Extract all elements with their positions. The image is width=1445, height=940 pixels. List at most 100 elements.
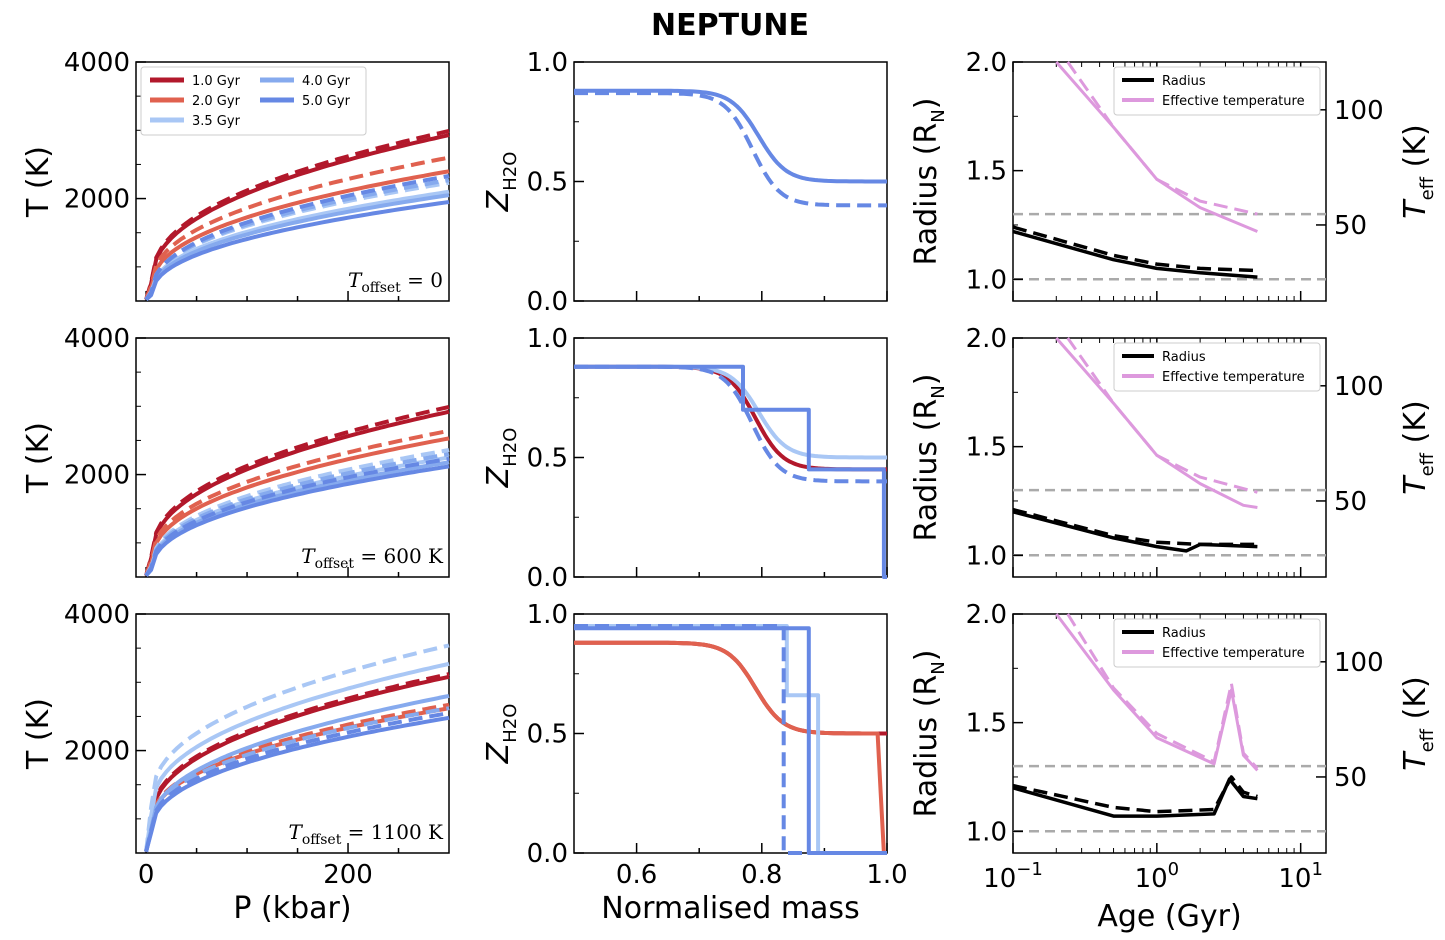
tp-curve-1-0-Gyr-dashed [144, 405, 450, 577]
y-tick-label: 0.0 [527, 563, 568, 593]
x-axis-label-age: Age (Gyr) [1097, 899, 1241, 934]
offset-annotation: Toffset = 1100 K [289, 820, 445, 848]
figure-title: NEPTUNE [651, 8, 809, 43]
y-axis-label: Radius (RN) [909, 650, 949, 818]
y2-axis-label: Teff (K) [1398, 400, 1438, 494]
y-tick-label: 4000 [64, 600, 130, 630]
y-tick-label: 4000 [64, 324, 130, 354]
y-tick-label: 2000 [64, 185, 130, 215]
y2-tick-label: 100 [1334, 372, 1384, 402]
y-tick-label: 1.0 [527, 600, 568, 630]
y-tick-label: 1.5 [966, 433, 1007, 463]
panel-grid: 2000 4000 T (K) Toffset = 0 1.0 Gyr 2.0 Gyr 3.… [21, 48, 1438, 934]
y-tick-label: 2.0 [966, 324, 1007, 354]
tp-curve-4-0-Gyr-solid [144, 193, 450, 301]
tp-curve-5-0-Gyr-dashed [144, 711, 450, 853]
y-tick-label: 2000 [64, 737, 130, 767]
z-curve-5-0-Gyr-solid-3 [574, 626, 887, 855]
z-curve-2-0-Gyr-solid-1 [574, 640, 887, 855]
x-tick-label: 100 [1135, 859, 1180, 894]
y-tick-label: 0.5 [527, 444, 568, 474]
y2-axis-label: Teff (K) [1398, 676, 1438, 770]
tp-panel-3: 2000 4000 0 200 T (K) Toffset = 1100 K [21, 600, 450, 890]
y2-tick-label: 100 [1334, 648, 1384, 678]
tp-curve-4-0-Gyr-solid [144, 460, 450, 577]
legend-label: 3.5 Gyr [192, 114, 241, 129]
z-curve-5-0-Gyr-solid-0 [574, 88, 887, 184]
legend-label: Radius [1162, 350, 1206, 365]
y-axis-label: T (K) [21, 422, 56, 494]
teff-dashed-curve [1066, 337, 1258, 494]
evo-frame [1012, 613, 1327, 854]
y-tick-label: 2.0 [966, 600, 1007, 630]
evo-panel-3: 1.0 1.5 2.0 100 50 10−1 100 101 Radius Effective … [909, 600, 1438, 894]
y-tick-label: 2000 [64, 461, 130, 491]
z-curve-5-0-Gyr-solid-2 [574, 364, 887, 579]
y-tick-label: 0.5 [527, 720, 568, 750]
y2-tick-label: 50 [1334, 763, 1367, 793]
y-tick-label: 1.0 [527, 48, 568, 78]
age-legend: 1.0 Gyr 2.0 Gyr 3.5 Gyr 4.0 Gyr 5.0 Gyr [140, 66, 367, 136]
evo-legend: Radius Effective temperature [1113, 342, 1321, 392]
tp-curve-2-0-Gyr-solid [144, 706, 450, 853]
x-tick-label: 10−1 [983, 859, 1043, 894]
legend-label: Radius [1162, 626, 1206, 641]
z-panel-1: 0.0 0.5 1.0 ZH2O [481, 48, 888, 317]
tp-curve-4-0-Gyr-solid [144, 693, 450, 853]
legend-label: Effective temperature [1162, 646, 1305, 661]
y-axis-label: Radius (RN) [909, 374, 949, 542]
tp-panel-2: 2000 4000 T (K) Toffset = 600 K [21, 324, 450, 578]
legend-label: Effective temperature [1162, 370, 1305, 385]
z-curve-5-0-Gyr-dashed-1 [574, 91, 887, 208]
legend-label: Effective temperature [1162, 94, 1305, 109]
x-axis-label-mass: Normalised mass [601, 891, 859, 926]
x-tick-label: 0 [138, 860, 155, 890]
radius-solid-curve [1012, 777, 1258, 818]
evo-legend: Radius Effective temperature [1113, 618, 1321, 668]
tp-curve-3-5-Gyr-solid [144, 189, 450, 301]
y-axis-label: ZH2O [481, 704, 521, 765]
z-curve-3-5-Gyr-solid-2 [574, 624, 887, 855]
evo-panel-2: 1.0 1.5 2.0 100 50 Radius Effective temperatur… [909, 324, 1438, 578]
y-axis-label: ZH2O [481, 428, 521, 489]
legend-box [1113, 618, 1321, 668]
tp-curve-3-5-Gyr-dashed [144, 643, 450, 852]
tp-curve-5-0-Gyr-solid [144, 715, 450, 853]
legend-label: 2.0 Gyr [192, 94, 241, 109]
y-axis-label: T (K) [21, 698, 56, 770]
y-axis-label: ZH2O [481, 152, 521, 213]
tp-curve-1-0-Gyr-solid [144, 409, 450, 577]
y2-axis-label: Teff (K) [1398, 124, 1438, 218]
y-tick-label: 1.5 [966, 709, 1007, 739]
evo-frame [1012, 337, 1327, 578]
y-tick-label: 0.5 [527, 168, 568, 198]
tp-curve-3-5-Gyr-solid [144, 661, 450, 852]
offset-annotation: Toffset = 0 [348, 268, 443, 296]
legend-box [140, 66, 367, 136]
x-tick-label: 101 [1278, 859, 1323, 894]
z-curve-5-0-Gyr-dashed-4 [574, 624, 887, 855]
tp-curve-5-0-Gyr-solid [144, 464, 450, 577]
tp-curve-2-0-Gyr-solid [144, 436, 450, 577]
legend-label: 1.0 Gyr [192, 74, 241, 89]
y-tick-label: 1.0 [966, 817, 1007, 847]
tp-curve-1-0-Gyr-solid [144, 133, 450, 301]
y-tick-label: 0.0 [527, 287, 568, 317]
legend-label: Radius [1162, 74, 1206, 89]
z-curve-1-0-Gyr-solid-0 [574, 364, 887, 472]
legend-box [1113, 66, 1321, 116]
y-tick-label: 1.0 [966, 265, 1007, 295]
tp-panel-1: 2000 4000 T (K) Toffset = 0 1.0 Gyr 2.0 Gyr 3.… [21, 48, 450, 302]
tp-curve-2-0-Gyr-dashed [144, 155, 450, 301]
teff-solid-curve [1055, 337, 1258, 509]
evo-panel-1: 1.0 1.5 2.0 100 50 Radius Effective temperatur… [909, 48, 1438, 302]
tp-curve-2-0-Gyr-solid [144, 169, 450, 301]
evo-legend: Radius Effective temperature [1113, 66, 1321, 116]
x-tick-label: 0.8 [741, 860, 782, 890]
legend-label: 5.0 Gyr [302, 94, 351, 109]
y-tick-label: 0.0 [527, 839, 568, 869]
legend-box [1113, 342, 1321, 392]
evo-frame [1012, 61, 1327, 302]
radius-dashed-curve [1012, 775, 1258, 814]
